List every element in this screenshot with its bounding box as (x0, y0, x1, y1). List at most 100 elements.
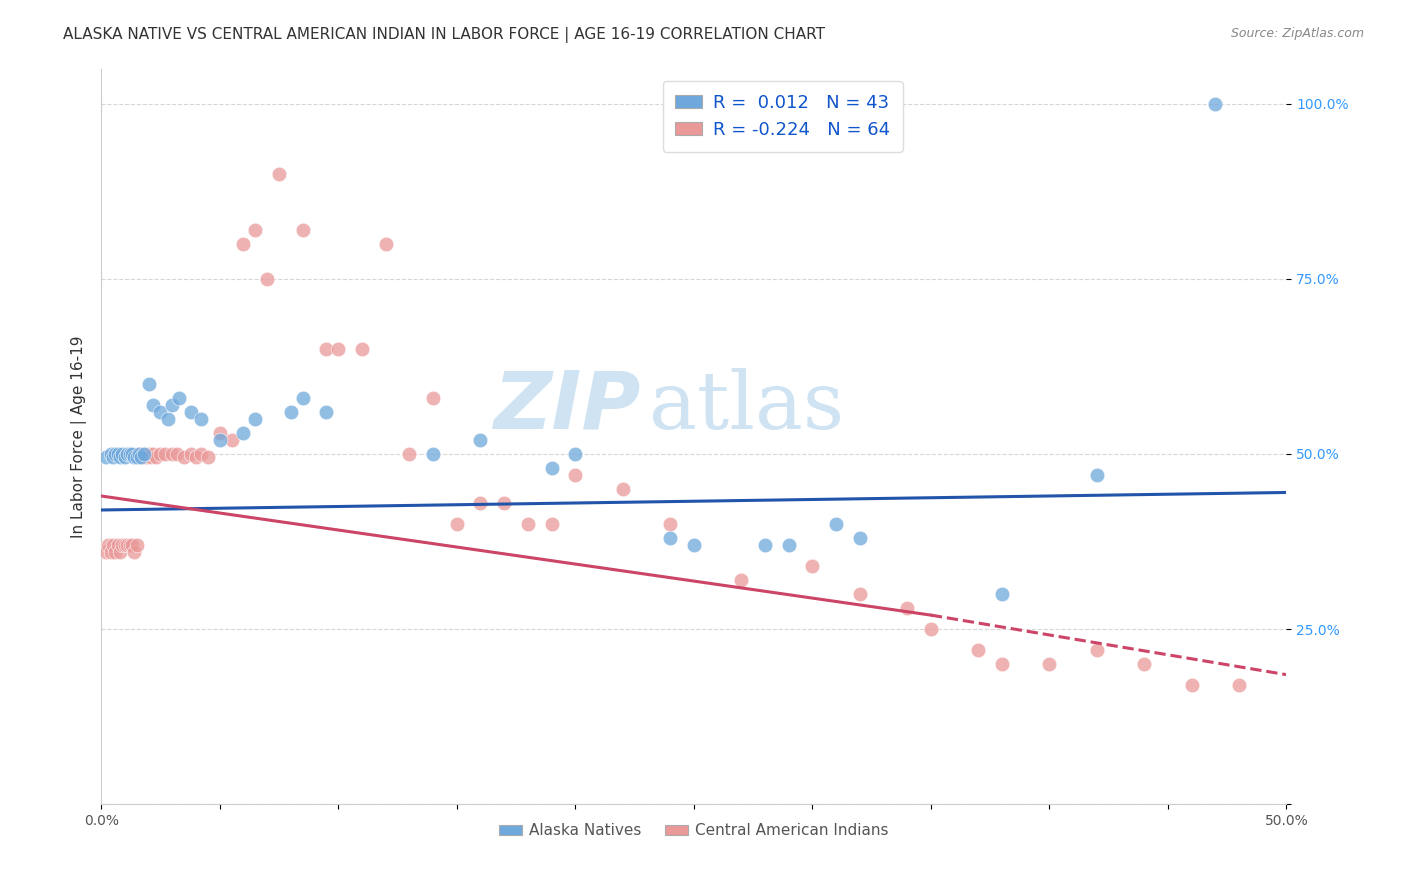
Point (128, 447, 150, 461)
Point (422, 391, 444, 405)
Point (169, 391, 191, 405)
Text: atlas: atlas (648, 368, 844, 446)
Point (896, 601, 918, 615)
Point (184, 450, 207, 465)
Point (104, 545, 127, 559)
Point (422, 447, 444, 461)
Point (115, 538, 138, 552)
Point (398, 447, 420, 461)
Point (153, 447, 176, 461)
Point (101, 450, 124, 465)
Point (564, 467, 586, 482)
Point (659, 531, 682, 545)
Point (190, 412, 212, 426)
Point (280, 405, 302, 419)
Point (124, 545, 146, 559)
Point (108, 450, 131, 465)
Point (208, 433, 231, 447)
Point (149, 405, 172, 419)
Point (142, 447, 165, 461)
Point (991, 657, 1014, 672)
Point (245, 223, 267, 237)
Point (446, 516, 468, 531)
Point (94, 450, 117, 465)
Point (145, 450, 167, 465)
Point (778, 538, 800, 552)
Point (825, 516, 848, 531)
Point (682, 538, 704, 552)
Text: ZIP: ZIP (494, 368, 641, 446)
Point (132, 447, 155, 461)
Point (516, 516, 538, 531)
Point (232, 425, 254, 440)
Point (138, 376, 160, 391)
Point (1085, 643, 1108, 657)
Point (104, 447, 127, 461)
Point (149, 447, 172, 461)
Point (848, 531, 870, 545)
Point (1227, 678, 1250, 692)
Point (208, 425, 231, 440)
Point (107, 538, 129, 552)
Point (190, 447, 212, 461)
Point (128, 447, 150, 461)
Point (374, 236, 396, 251)
Point (180, 447, 202, 461)
Point (142, 398, 165, 412)
Point (221, 433, 243, 447)
Point (121, 538, 143, 552)
Point (118, 447, 141, 461)
Point (232, 236, 254, 251)
Point (114, 538, 136, 552)
Point (156, 412, 179, 426)
Point (1038, 657, 1060, 672)
Point (659, 516, 682, 531)
Point (256, 271, 278, 285)
Text: ALASKA NATIVE VS CENTRAL AMERICAN INDIAN IN LABOR FORCE | AGE 16-19 CORRELATION : ALASKA NATIVE VS CENTRAL AMERICAN INDIAN… (63, 27, 825, 43)
Point (967, 643, 990, 657)
Point (291, 391, 314, 405)
Point (111, 538, 134, 552)
Point (100, 545, 122, 559)
Point (494, 496, 516, 510)
Point (162, 398, 184, 412)
Point (754, 538, 776, 552)
Point (350, 342, 373, 356)
Point (612, 482, 634, 496)
Point (94, 545, 117, 559)
Point (173, 450, 195, 465)
Point (97, 538, 120, 552)
Y-axis label: In Labor Force | Age 16-19: In Labor Force | Age 16-19 (72, 335, 87, 538)
Point (848, 587, 870, 601)
Point (135, 450, 157, 465)
Point (132, 447, 155, 461)
Point (291, 223, 314, 237)
Point (111, 447, 134, 461)
Point (124, 450, 146, 465)
Point (470, 496, 492, 510)
Point (162, 447, 184, 461)
Point (1133, 657, 1156, 672)
Point (328, 342, 350, 356)
Text: Source: ZipAtlas.com: Source: ZipAtlas.com (1230, 27, 1364, 40)
Point (139, 450, 162, 465)
Point (1085, 467, 1108, 482)
Point (564, 447, 586, 461)
Point (101, 538, 124, 552)
Point (121, 447, 143, 461)
Point (114, 450, 136, 465)
Point (108, 545, 131, 559)
Point (118, 538, 141, 552)
Point (540, 516, 562, 531)
Point (245, 412, 267, 426)
Point (131, 450, 153, 465)
Point (166, 447, 188, 461)
Point (730, 573, 752, 587)
Point (197, 450, 219, 465)
Point (540, 461, 562, 475)
Point (180, 405, 202, 419)
Point (991, 587, 1014, 601)
Point (315, 342, 337, 356)
Point (1204, 96, 1226, 111)
Point (131, 450, 153, 465)
